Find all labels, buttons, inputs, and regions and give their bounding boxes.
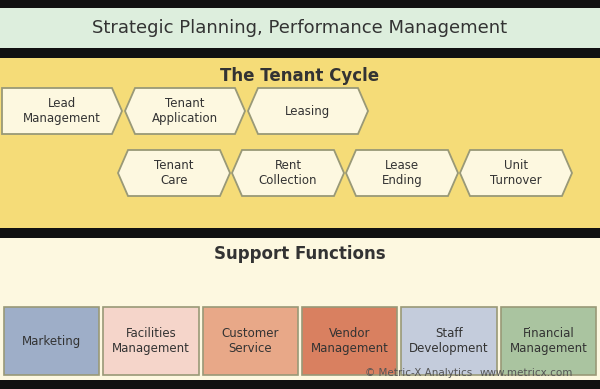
Text: Tenant
Care: Tenant Care <box>154 159 194 187</box>
Text: Staff
Development: Staff Development <box>409 327 489 355</box>
Text: Financial
Management: Financial Management <box>509 327 587 355</box>
Text: Unit
Turnover: Unit Turnover <box>490 159 542 187</box>
Polygon shape <box>248 88 368 134</box>
Text: Strategic Planning, Performance Management: Strategic Planning, Performance Manageme… <box>92 19 508 37</box>
FancyBboxPatch shape <box>401 307 497 375</box>
Polygon shape <box>232 150 344 196</box>
Text: www.metricx.com: www.metricx.com <box>480 368 574 378</box>
Text: Leasing: Leasing <box>286 105 331 117</box>
Text: Support Functions: Support Functions <box>214 245 386 263</box>
Text: Marketing: Marketing <box>22 335 81 347</box>
Text: Vendor
Management: Vendor Management <box>311 327 389 355</box>
FancyBboxPatch shape <box>302 307 397 375</box>
Bar <box>0 58 600 228</box>
FancyBboxPatch shape <box>203 307 298 375</box>
Text: Facilities
Management: Facilities Management <box>112 327 190 355</box>
Polygon shape <box>346 150 458 196</box>
Polygon shape <box>2 88 122 134</box>
Polygon shape <box>460 150 572 196</box>
FancyBboxPatch shape <box>4 307 100 375</box>
Text: Tenant
Application: Tenant Application <box>152 97 218 125</box>
Text: Lead
Management: Lead Management <box>23 97 101 125</box>
Text: Rent
Collection: Rent Collection <box>259 159 317 187</box>
Text: The Tenant Cycle: The Tenant Cycle <box>220 67 380 85</box>
Bar <box>0 238 600 380</box>
Bar <box>0 8 600 48</box>
Text: Lease
Ending: Lease Ending <box>382 159 422 187</box>
Polygon shape <box>118 150 230 196</box>
Polygon shape <box>125 88 245 134</box>
Text: © Metric-X Analytics: © Metric-X Analytics <box>365 368 472 378</box>
FancyBboxPatch shape <box>500 307 596 375</box>
Text: Customer
Service: Customer Service <box>221 327 279 355</box>
FancyBboxPatch shape <box>103 307 199 375</box>
